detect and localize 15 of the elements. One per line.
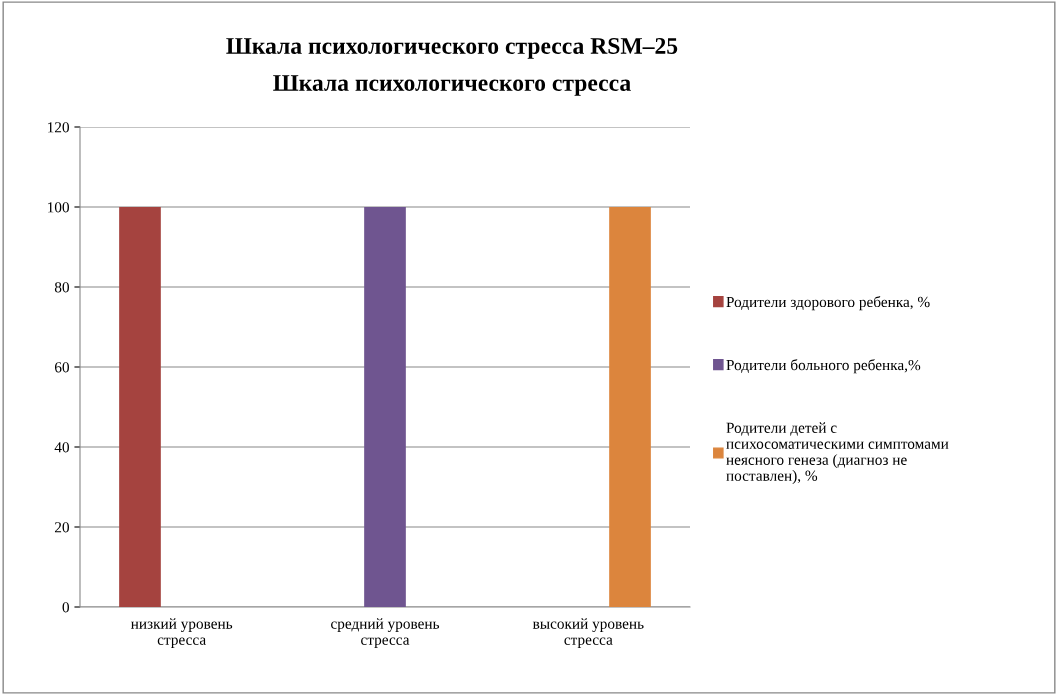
chart-subtitle: Шкала психологического стресса [273, 75, 631, 96]
legend-label: Родители детей с психосоматическими симптомами неясного генеза (диагноз не поставлен), % [726, 422, 949, 484]
y-tick-label: 40 [54, 442, 69, 453]
legend-label: Родители здорового ребенка, % [726, 296, 930, 311]
y-tick-label: 80 [54, 282, 69, 293]
legend-label: Родители больного ребенка,% [726, 359, 921, 374]
y-tick-label: 120 [48, 122, 69, 133]
y-tick-label: 20 [54, 522, 69, 533]
y-tick-label: 60 [54, 362, 69, 373]
y-tick-label: 100 [48, 202, 69, 213]
chart-title: Шкала психологического стресса RSM–25 [226, 38, 678, 59]
x-tick-label: высокий уровень стресса [532, 618, 644, 648]
y-tick-label: 0 [62, 602, 69, 613]
x-tick-label: низкий уровень стресса [130, 618, 233, 648]
x-tick-label: средний уровень стресса [331, 618, 440, 648]
